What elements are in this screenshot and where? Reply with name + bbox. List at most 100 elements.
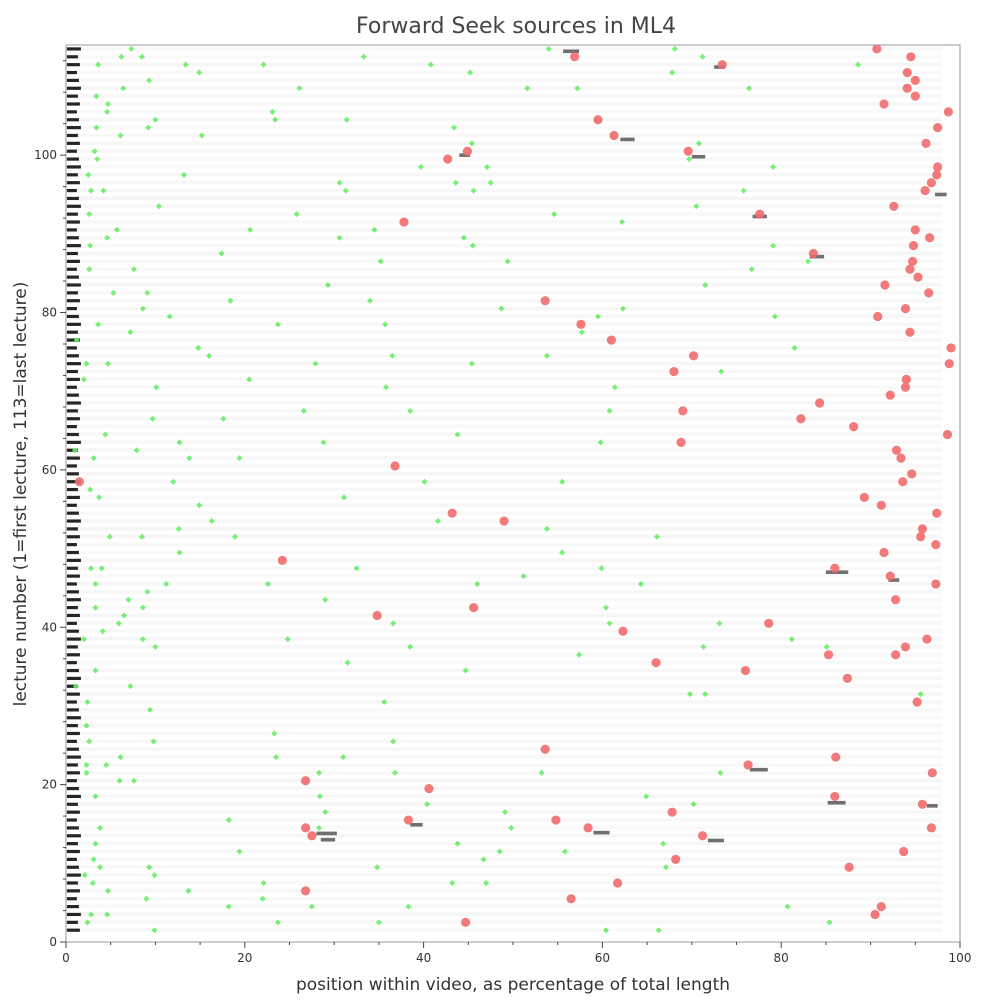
red-point bbox=[593, 115, 603, 125]
hot-segment bbox=[593, 830, 610, 835]
green-markers bbox=[71, 45, 924, 934]
red-point bbox=[815, 398, 825, 408]
red-point bbox=[931, 579, 941, 589]
lecture-band bbox=[76, 637, 943, 641]
lecture-band bbox=[76, 519, 943, 523]
red-point bbox=[900, 382, 911, 392]
green-point bbox=[686, 156, 693, 163]
lecture-start-marker bbox=[66, 480, 81, 484]
green-point bbox=[152, 643, 159, 650]
red-point bbox=[823, 650, 834, 660]
hot-segment bbox=[320, 837, 336, 842]
lecture-band bbox=[76, 778, 943, 783]
green-point bbox=[470, 187, 477, 194]
red-point bbox=[933, 162, 943, 172]
green-point bbox=[390, 620, 397, 627]
lecture-start-marker bbox=[66, 204, 81, 208]
red-point bbox=[461, 917, 471, 927]
green-point bbox=[501, 809, 508, 816]
hot-segment bbox=[707, 838, 724, 843]
lecture-band bbox=[76, 684, 943, 688]
red-point bbox=[671, 854, 681, 864]
red-point bbox=[870, 909, 880, 920]
lecture-start-marker bbox=[66, 495, 80, 500]
green-point bbox=[84, 699, 91, 706]
lecture-start-marker bbox=[66, 322, 81, 326]
green-point bbox=[195, 344, 202, 351]
green-point bbox=[748, 266, 755, 273]
lecture-band bbox=[76, 369, 943, 374]
hot-segment bbox=[749, 767, 768, 772]
lecture-band bbox=[76, 196, 943, 201]
lecture-band bbox=[76, 86, 943, 90]
lecture-band bbox=[76, 526, 943, 531]
green-point bbox=[120, 85, 127, 92]
green-point bbox=[695, 140, 702, 147]
hot-segment bbox=[563, 49, 580, 54]
red-point bbox=[755, 209, 765, 219]
green-point bbox=[693, 203, 700, 210]
lecture-start-marker bbox=[66, 102, 80, 106]
red-point bbox=[910, 75, 920, 86]
lecture-start-marker bbox=[66, 724, 78, 728]
green-point bbox=[498, 305, 505, 312]
lecture-band bbox=[76, 401, 943, 405]
lecture-band bbox=[76, 188, 943, 193]
lecture-band bbox=[76, 102, 943, 106]
red-point bbox=[688, 351, 699, 361]
green-point bbox=[504, 258, 511, 265]
green-point bbox=[602, 927, 609, 934]
lecture-start-marker bbox=[66, 275, 79, 279]
green-point bbox=[93, 124, 100, 131]
green-point bbox=[94, 156, 101, 163]
lecture-start-marker bbox=[66, 818, 77, 822]
red-point bbox=[743, 760, 753, 770]
lecture-band bbox=[76, 133, 943, 138]
lecture-band bbox=[76, 172, 943, 177]
plot-background bbox=[66, 45, 960, 942]
lecture-start-marker bbox=[66, 299, 80, 303]
green-point bbox=[145, 124, 152, 131]
green-point bbox=[427, 61, 434, 68]
green-point bbox=[421, 478, 428, 485]
lecture-start-marker bbox=[66, 70, 77, 75]
green-point bbox=[716, 620, 723, 627]
lecture-start-marker bbox=[66, 306, 77, 311]
red-point bbox=[873, 311, 883, 322]
lecture-start-marker bbox=[66, 149, 77, 153]
green-point bbox=[407, 407, 414, 414]
green-point bbox=[125, 596, 132, 603]
green-point bbox=[84, 919, 91, 926]
green-point bbox=[341, 494, 348, 501]
green-point bbox=[143, 895, 150, 902]
green-point bbox=[375, 919, 382, 926]
lecture-start-marker bbox=[66, 157, 79, 161]
green-point bbox=[144, 588, 151, 595]
lecture-band bbox=[76, 46, 943, 51]
green-point bbox=[561, 848, 568, 855]
red-point bbox=[740, 665, 751, 676]
x-tick-label: 100 bbox=[949, 951, 972, 965]
green-point bbox=[324, 281, 331, 288]
green-point bbox=[487, 179, 494, 186]
green-point bbox=[424, 801, 431, 808]
lecture-start-marker bbox=[66, 739, 77, 743]
green-point bbox=[116, 777, 123, 784]
green-point bbox=[273, 754, 280, 761]
lecture-start-marker bbox=[66, 849, 80, 854]
green-point bbox=[434, 518, 441, 525]
lecture-start-marker bbox=[66, 543, 77, 547]
lecture-band bbox=[76, 353, 943, 358]
green-point bbox=[468, 360, 475, 367]
green-point bbox=[669, 69, 676, 76]
lecture-band bbox=[76, 857, 943, 861]
green-point bbox=[417, 163, 424, 170]
red-point bbox=[499, 516, 509, 526]
lecture-start-marker bbox=[66, 755, 81, 759]
lecture-start-marker bbox=[66, 63, 80, 67]
y-tick-label: 80 bbox=[42, 306, 57, 320]
green-point bbox=[687, 691, 694, 698]
y-axis-title: lecture number (1=first lecture, 113=las… bbox=[11, 282, 31, 707]
green-point bbox=[496, 848, 503, 855]
